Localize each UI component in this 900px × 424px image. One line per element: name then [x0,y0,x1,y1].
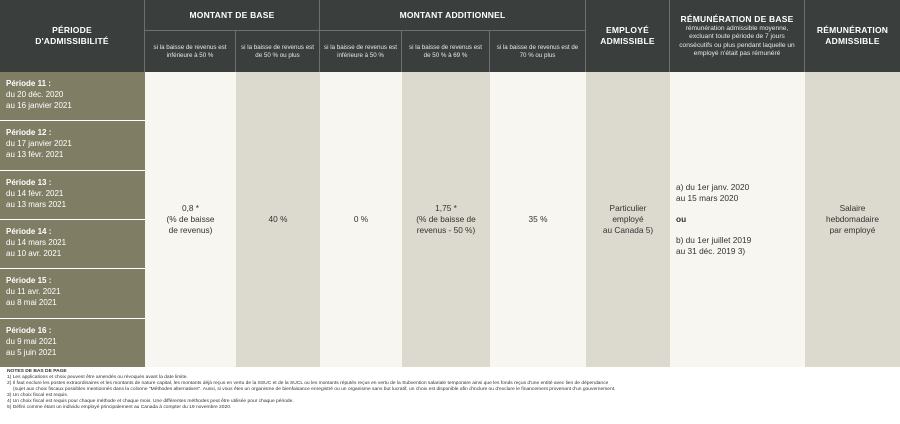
period-from: du 20 déc. 2020 [6,90,64,99]
value-line: Particulier [609,203,647,213]
header-period: PÉRIODE D'ADMISSIBILITÉ [0,0,145,72]
footnote-3: 3) Un choix fiscal est requis. [7,393,69,398]
header-eligible-remuneration: RÉMUNÉRATION ADMISSIBLE [805,0,900,72]
period-16: Période 16 : du 9 mai 2021 au 5 juin 202… [0,319,145,367]
period-12: Période 12 : du 17 janvier 2021 au 13 fé… [0,121,145,171]
period-title: Période 12 : [6,128,52,138]
footnote-4: 4) Un choix fiscal est requis pour chaqu… [7,399,294,404]
footnote-5: 5) Défini comme étant un individu employ… [7,405,232,410]
header-additional-amount: MONTANT ADDITIONNEL [320,0,586,31]
value-line: 1,75 * [435,203,457,213]
period-title: Période 11 : [6,79,51,88]
eligibility-table: PÉRIODE D'ADMISSIBILITÉ MONTANT DE BASE … [0,0,900,367]
value-eligible-remuneration: Salaire hebdomadaire par employé [805,72,900,367]
footnotes: NOTES DE BAS DE PAGE 1) Les applications… [7,369,895,411]
period-15: Période 15 : du 11 avr. 2021 au 8 mai 20… [0,269,145,319]
value-add-under-50: 0 % [320,72,402,367]
value-line: de revenus) [168,225,213,235]
footnotes-title: NOTES DE BAS DE PAGE [7,369,67,374]
value-eligible-employee: Particulier employé au Canada 5) [586,72,670,367]
period-to: au 16 janvier 2021 [6,101,72,110]
period-11: Période 11 : du 20 déc. 2020 au 16 janvi… [0,72,145,122]
option-b-line2: au 31 déc. 2019 3) [676,246,746,256]
period-14: Période 14 : du 14 mars 2021 au 10 avr. … [0,220,145,270]
period-from: du 14 févr. 2021 [6,188,64,198]
period-13: Période 13 : du 14 févr. 2021 au 13 mars… [0,171,145,220]
footnote-2-continued: (sujet aux choix fiscaux possibles menti… [13,387,616,392]
option-a-line2: au 15 mars 2020 [676,193,739,203]
subheader-base-under-50: si la baisse de revenus est inférieure à… [145,31,236,72]
value-add-70-plus: 35 % [490,72,586,367]
value-line: revenus - 50 %) [416,225,476,235]
period-from: du 9 mai 2021 [6,336,57,346]
value-base-under-50: 0,8 * (% de baisse de revenus) [145,72,236,367]
value-line: (% de baisse [166,214,215,224]
period-title: Période 15 : [6,276,52,286]
subheader-add-70-plus: si la baisse de revenus est de 70 % ou p… [490,31,586,72]
period-to: au 5 juin 2021 [6,347,57,357]
option-or: ou [676,214,687,224]
option-a-line1: a) du 1er janv. 2020 [676,182,750,192]
period-title: Période 16 : [6,325,52,335]
header-base-remuneration: RÉMUNÉRATION DE BASE rémunération admiss… [670,0,805,72]
value-line: Salaire [839,203,866,213]
value-base-50-plus: 40 % [236,72,320,367]
subheader-add-under-50: si la baisse de revenus est inférieure à… [320,31,402,72]
period-from: du 17 janvier 2021 [6,139,72,149]
period-from: du 14 mars 2021 [6,237,67,247]
period-from: du 11 avr. 2021 [6,287,61,297]
subheader-add-50-69: si la baisse de revenus est de 50 % à 69… [402,31,490,72]
period-list: Période 11 : du 20 déc. 2020 au 16 janvi… [0,72,145,367]
header-base-remuneration-title: RÉMUNÉRATION DE BASE [680,13,794,24]
value-line: hebdomadaire [825,214,880,224]
value-base-remuneration: a) du 1er janv. 2020 au 15 mars 2020 ou … [670,72,805,367]
header-eligible-employee: EMPLOYÉ ADMISSIBLE [586,0,670,72]
header-base-amount: MONTANT DE BASE [145,0,320,31]
value-line: employé [612,214,644,224]
period-to: au 13 févr. 2021 [6,150,64,160]
subheader-base-50-plus: si la baisse de revenus est de 50 % ou p… [236,31,320,72]
option-b-line1: b) du 1er juillet 2019 [676,235,752,245]
value-add-50-69: 1,75 * (% de baisse de revenus - 50 %) [402,72,490,367]
footnote-2: 2) Il faut exclure les postes extraordin… [7,381,609,386]
value-line: 0,8 * [181,203,200,213]
period-title: Période 13 : [6,177,52,187]
value-line: (% de baisse de [416,214,476,224]
value-line: au Canada 5) [602,225,654,235]
period-title: Période 14 : [6,226,52,236]
value-line: par employé [829,225,876,235]
header-base-remuneration-desc: rémunération admissible moyenne, excluan… [679,24,795,58]
footnote-1: 1) Les applications et choix peuvent êtr… [7,375,188,380]
period-to: au 10 avr. 2021 [6,248,62,258]
period-to: au 8 mai 2021 [6,298,57,308]
period-to: au 13 mars 2021 [6,199,67,209]
